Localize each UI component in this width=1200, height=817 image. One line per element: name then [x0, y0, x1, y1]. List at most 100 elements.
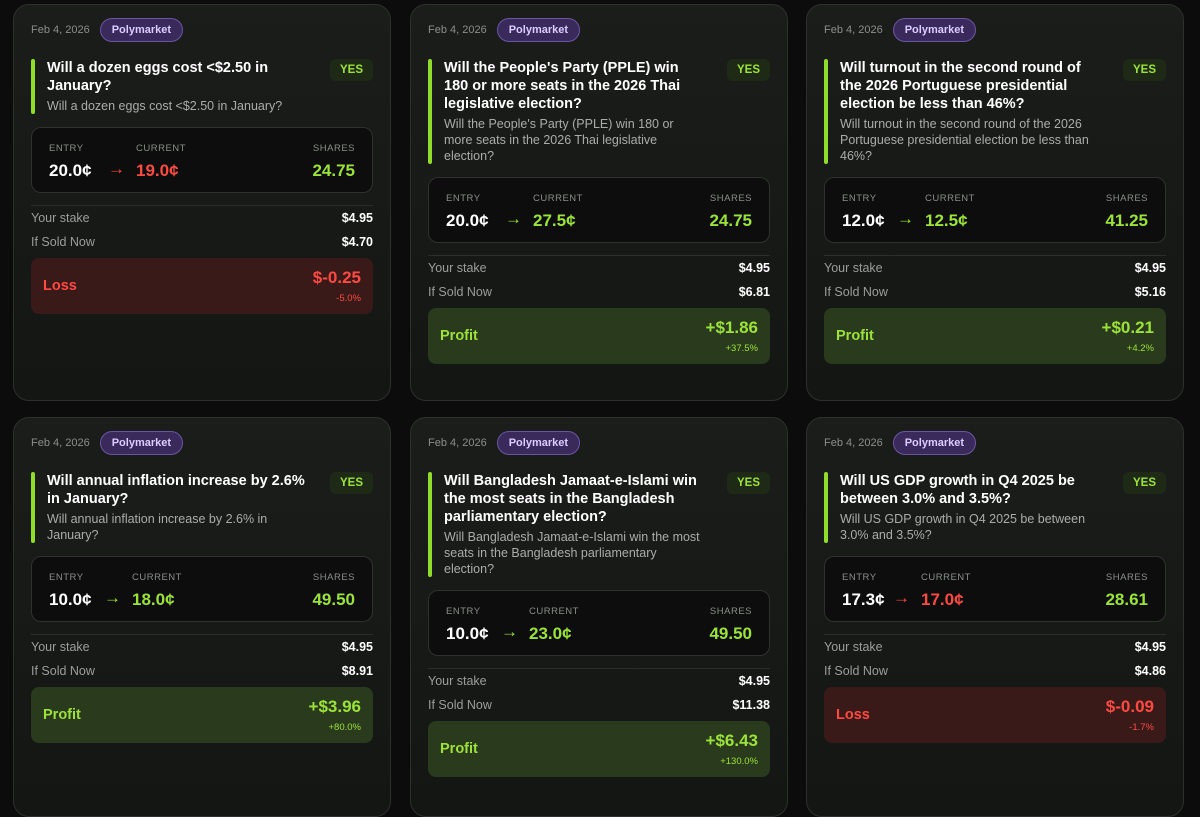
pnl-percent: -5.0% — [336, 293, 361, 304]
price-box: ENTRY CURRENT SHARES 20.0¢ → 19.0¢ 24.75 — [31, 127, 373, 193]
pnl-amount: $-0.25 — [312, 268, 361, 287]
stake-row: Your stake $4.95 — [428, 669, 770, 693]
market-title: Will a dozen eggs cost <$2.50 in January… — [47, 60, 269, 94]
entry-price: 10.0¢ — [446, 624, 489, 643]
pnl-box: Loss $-0.25 -5.0% — [31, 258, 373, 314]
stake-label: Your stake — [824, 261, 883, 275]
question-block: Will US GDP growth in Q4 2025 be between… — [824, 472, 1166, 543]
side-badge: YES — [329, 472, 373, 494]
sold-now-row: If Sold Now $8.91 — [31, 659, 373, 683]
entry-price: 20.0¢ — [49, 161, 92, 180]
question-block: Will the People's Party (PPLE) win 180 o… — [428, 59, 770, 164]
stake-label: Your stake — [31, 640, 90, 654]
market-subtitle: Will the People's Party (PPLE) win 180 o… — [444, 117, 674, 163]
accent-bar — [428, 59, 432, 164]
stake-value: $4.95 — [1134, 640, 1166, 654]
pnl-box: Profit +$3.96 +80.0% — [31, 687, 373, 743]
sold-now-label: If Sold Now — [31, 664, 95, 678]
stake-value: $4.95 — [738, 674, 770, 688]
pnl-percent: +130.0% — [720, 756, 758, 767]
stake-label: Your stake — [31, 211, 90, 225]
price-box: ENTRY CURRENT SHARES 10.0¢ → 23.0¢ 49.50 — [428, 590, 770, 656]
sold-now-value: $4.70 — [341, 235, 373, 249]
arrow-icon: → — [505, 209, 522, 228]
sold-now-row: If Sold Now $5.16 — [824, 280, 1166, 304]
divider — [824, 634, 1166, 635]
arrow-icon: → — [104, 588, 121, 607]
entry-price: 12.0¢ — [842, 211, 885, 230]
position-card[interactable]: Feb 4, 2026 Polymarket Will US GDP growt… — [806, 417, 1184, 817]
pnl-percent: +80.0% — [328, 722, 362, 733]
sold-now-row: If Sold Now $11.38 — [428, 693, 770, 717]
pnl-label: Profit — [440, 328, 478, 344]
entry-label: ENTRY — [842, 572, 877, 583]
shares-label: SHARES — [312, 572, 355, 583]
stake-value: $4.95 — [1134, 261, 1166, 275]
pnl-label: Loss — [43, 278, 77, 294]
market-subtitle: Will turnout in the second round of the … — [840, 117, 1089, 163]
arrow-icon: → — [897, 209, 914, 228]
card-date: Feb 4, 2026 — [31, 24, 90, 36]
current-price: 18.0¢ — [132, 590, 175, 609]
side-badge: YES — [329, 59, 373, 81]
pnl-label: Profit — [43, 707, 81, 723]
sold-now-value: $6.81 — [738, 285, 770, 299]
entry-label: ENTRY — [446, 606, 481, 617]
shares-label: SHARES — [1105, 572, 1148, 583]
pnl-box: Profit +$1.86 +37.5% — [428, 308, 770, 364]
stake-row: Your stake $4.95 — [428, 256, 770, 280]
position-card[interactable]: Feb 4, 2026 Polymarket Will Bangladesh J… — [410, 417, 788, 817]
sold-now-label: If Sold Now — [428, 285, 492, 299]
price-box: ENTRY CURRENT SHARES 20.0¢ → 27.5¢ 24.75 — [428, 177, 770, 243]
stake-value: $4.95 — [341, 640, 373, 654]
sold-now-value: $4.86 — [1134, 664, 1166, 678]
divider — [31, 634, 373, 635]
arrow-icon: → — [501, 622, 518, 641]
market-title: Will Bangladesh Jamaat-e-Islami win the … — [444, 473, 697, 525]
accent-bar — [31, 59, 35, 114]
current-label: CURRENT — [925, 193, 975, 204]
entry-price: 17.3¢ — [842, 590, 885, 609]
platform-badge: Polymarket — [496, 431, 581, 455]
shares-value: 28.61 — [1105, 590, 1148, 609]
divider — [428, 255, 770, 256]
shares-value: 24.75 — [709, 211, 752, 230]
pnl-amount: $-0.09 — [1105, 697, 1154, 716]
position-card[interactable]: Feb 4, 2026 Polymarket Will turnout in t… — [806, 4, 1184, 401]
position-card[interactable]: Feb 4, 2026 Polymarket Will annual infla… — [13, 417, 391, 817]
stake-label: Your stake — [824, 640, 883, 654]
pnl-box: Loss $-0.09 -1.7% — [824, 687, 1166, 743]
shares-value: 24.75 — [312, 161, 355, 180]
stake-value: $4.95 — [341, 211, 373, 225]
current-price: 27.5¢ — [533, 211, 576, 230]
divider — [824, 255, 1166, 256]
price-box: ENTRY CURRENT SHARES 12.0¢ → 12.5¢ 41.25 — [824, 177, 1166, 243]
current-price: 19.0¢ — [136, 161, 179, 180]
stake-row: Your stake $4.95 — [824, 635, 1166, 659]
pnl-amount: +$0.21 — [1101, 318, 1154, 337]
shares-label: SHARES — [709, 193, 752, 204]
sold-now-row: If Sold Now $6.81 — [428, 280, 770, 304]
card-date: Feb 4, 2026 — [428, 24, 487, 36]
shares-label: SHARES — [312, 143, 355, 154]
pnl-label: Profit — [836, 328, 874, 344]
entry-price: 10.0¢ — [49, 590, 92, 609]
market-title: Will the People's Party (PPLE) win 180 o… — [444, 60, 681, 112]
pnl-amount: +$3.96 — [308, 697, 361, 716]
stake-row: Your stake $4.95 — [31, 206, 373, 230]
stake-label: Your stake — [428, 674, 487, 688]
position-card[interactable]: Feb 4, 2026 Polymarket Will a dozen eggs… — [13, 4, 391, 401]
sold-now-value: $8.91 — [341, 664, 373, 678]
shares-label: SHARES — [709, 606, 752, 617]
platform-badge: Polymarket — [99, 18, 184, 42]
accent-bar — [824, 59, 828, 164]
shares-value: 49.50 — [312, 590, 355, 609]
platform-badge: Polymarket — [496, 18, 581, 42]
entry-label: ENTRY — [49, 143, 84, 154]
card-date: Feb 4, 2026 — [31, 437, 90, 449]
position-card[interactable]: Feb 4, 2026 Polymarket Will the People's… — [410, 4, 788, 401]
pnl-percent: -1.7% — [1129, 722, 1154, 733]
pnl-amount: +$1.86 — [705, 318, 758, 337]
sold-now-value: $5.16 — [1134, 285, 1166, 299]
entry-label: ENTRY — [49, 572, 84, 583]
